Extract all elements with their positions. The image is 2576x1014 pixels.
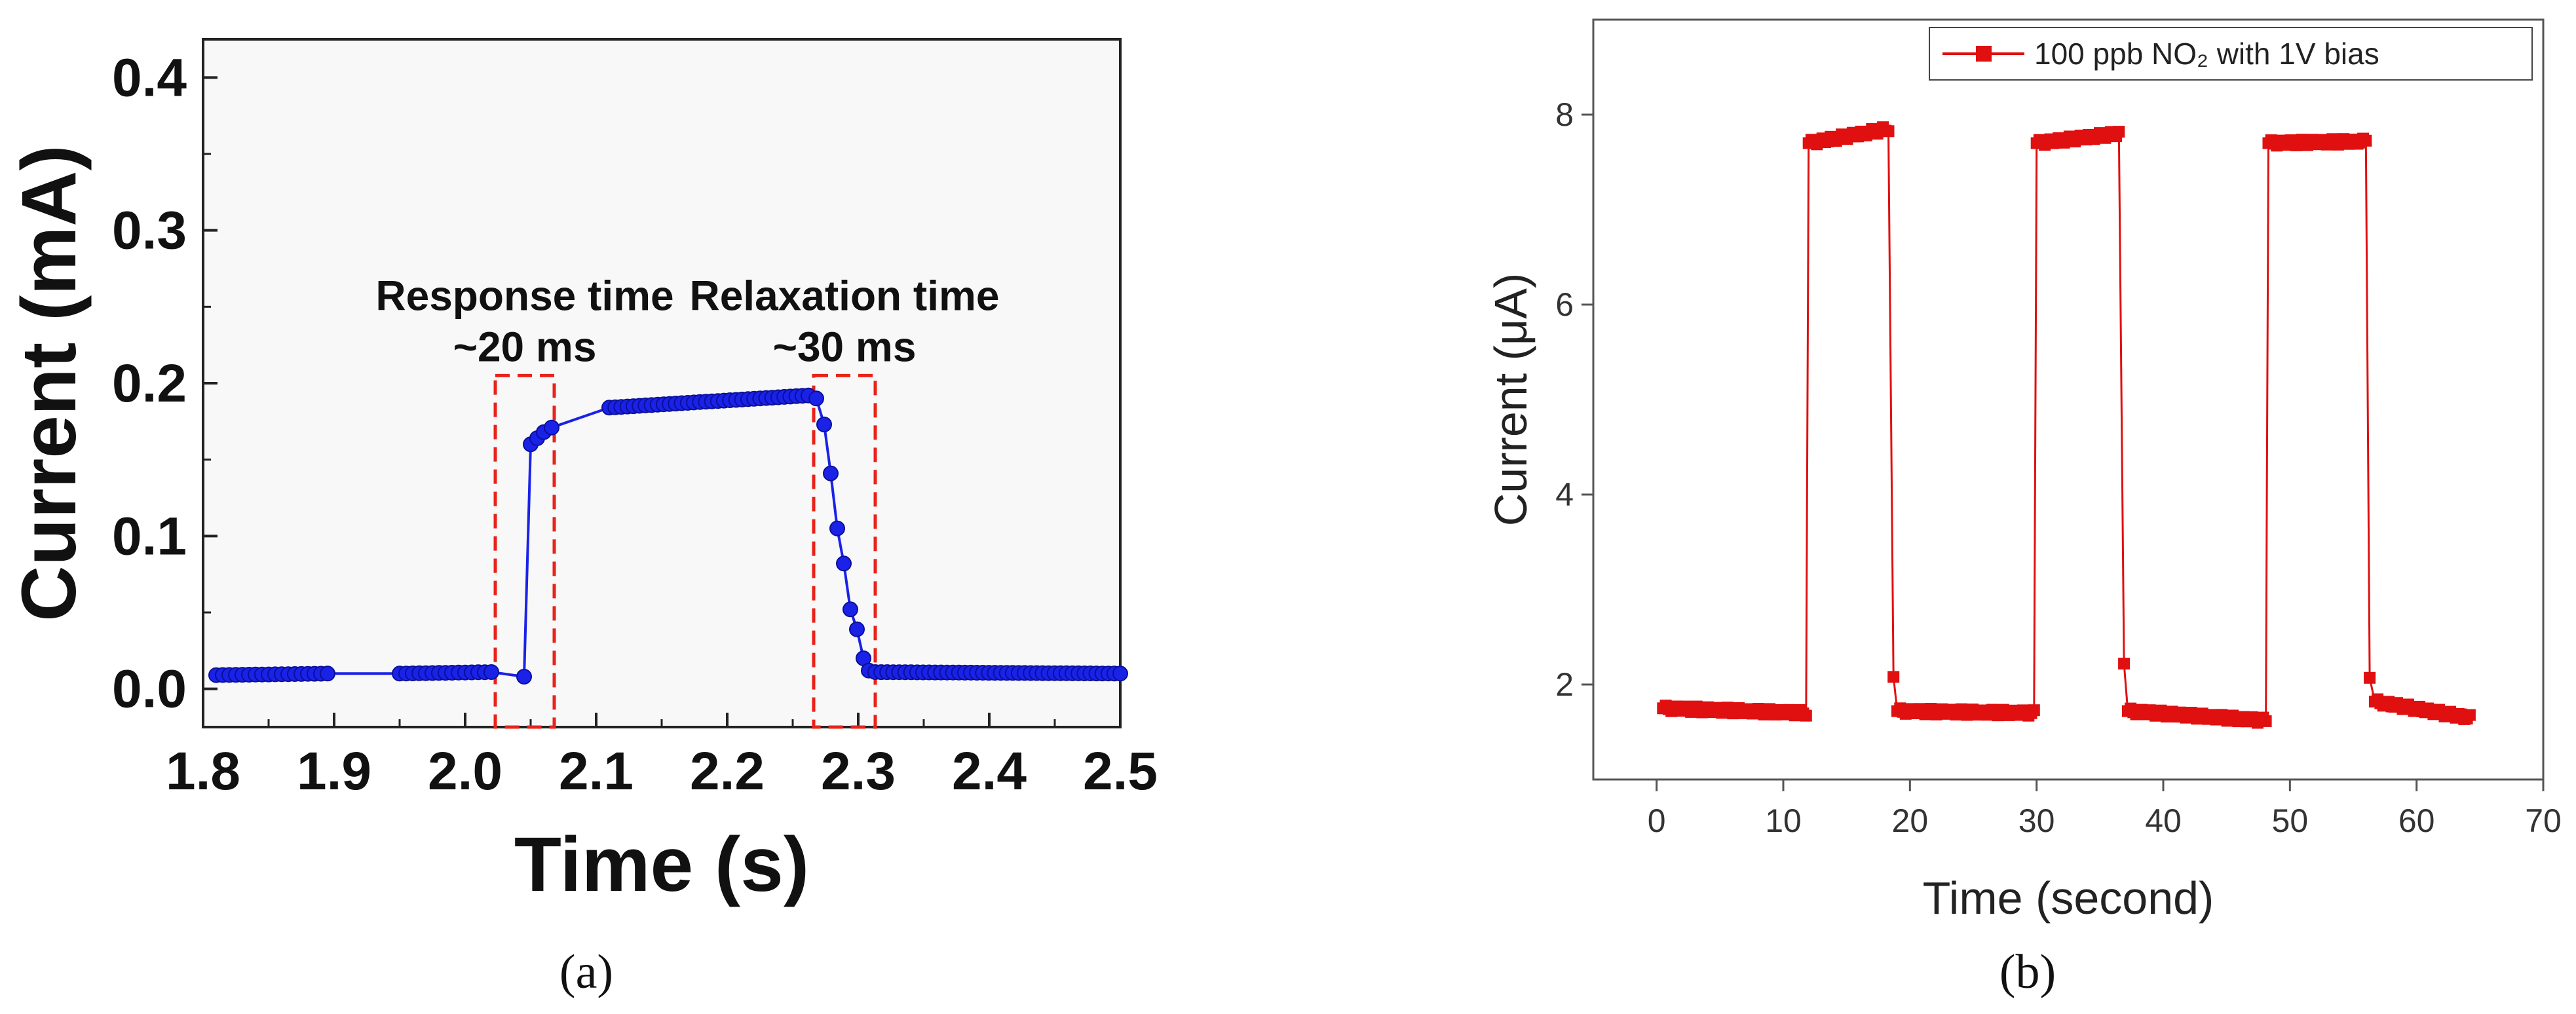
caption-a: (a) xyxy=(559,945,613,999)
data-point xyxy=(2028,704,2040,717)
annotation-value: ~30 ms xyxy=(773,323,917,370)
y-tick-label-b: 8 xyxy=(1555,96,1574,133)
x-tick-label-a: 2.5 xyxy=(1083,742,1158,801)
data-point xyxy=(1882,125,1895,138)
x-tick-label-b: 70 xyxy=(2525,802,2562,839)
y-tick-label-a: 0.3 xyxy=(112,201,187,261)
data-point xyxy=(823,465,839,481)
data-point xyxy=(1800,709,1812,722)
legend-box xyxy=(1929,27,2533,81)
annotation-label: Relaxation time xyxy=(689,272,999,319)
data-point xyxy=(836,555,852,572)
x-tick-label-b: 50 xyxy=(2272,802,2309,839)
y-tick-label-b: 2 xyxy=(1555,666,1574,703)
data-point xyxy=(816,417,832,432)
legend-marker-sample xyxy=(1976,46,1992,62)
chart-b-axes: 0 10 20 30 40 50 60 70 2 4 6 8 xyxy=(1555,96,2562,839)
data-point xyxy=(2113,126,2125,138)
data-point xyxy=(1112,666,1128,682)
plot-area-a xyxy=(202,38,1122,728)
chart-a-axes: 1.8 1.9 2.0 2.1 2.2 2.3 2.4 2.5 0.0 0.1 0.2 0.3 0.4 xyxy=(112,48,1158,801)
x-tick-label-b: 20 xyxy=(1892,802,1929,839)
x-tick-label-b: 30 xyxy=(2018,802,2055,839)
data-point xyxy=(544,419,559,436)
chart-panel-a: 1.8 1.9 2.0 2.1 2.2 2.3 2.4 2.50.00.10.20.30.4 … xyxy=(6,38,1158,999)
x-tick-label-a: 1.8 xyxy=(166,742,240,801)
x-tick-label-b: 60 xyxy=(2398,802,2435,839)
data-point xyxy=(2260,715,2272,727)
x-tick-label-a: 1.9 xyxy=(297,742,371,801)
data-point xyxy=(320,666,335,682)
y-tick-label-a: 0.1 xyxy=(112,506,187,566)
data-point xyxy=(483,664,499,680)
legend-label: 100 ppb NO₂ with 1V bias xyxy=(2034,37,2379,71)
x-tick-label-b: 10 xyxy=(1765,802,1802,839)
x-tick-label-a: 2.3 xyxy=(821,742,896,801)
chart-b-legend: 100 ppb NO₂ with 1V bias xyxy=(1929,27,2533,81)
annotation-value: ~20 ms xyxy=(453,323,597,370)
data-point xyxy=(2463,709,2476,721)
data-point xyxy=(829,520,845,536)
y-tick-label-b: 6 xyxy=(1555,286,1574,323)
chart-b-series xyxy=(1657,121,2476,729)
annotation-box xyxy=(493,373,556,729)
x-tick-label-a: 2.2 xyxy=(690,742,765,801)
annotation-box xyxy=(812,373,877,729)
data-point xyxy=(1887,671,1900,683)
y-tick-label-a: 0.0 xyxy=(112,660,187,719)
chart-panel-b: 0 10 20 30 40 50 60 70 2 4 6 8 100 ppb NO₂ with 1V … xyxy=(1485,18,2562,999)
chart-a-series xyxy=(208,387,1128,685)
y-tick-label-b: 4 xyxy=(1555,476,1574,513)
y-tick-label-a: 0.4 xyxy=(112,48,187,107)
x-tick-label-b: 40 xyxy=(2145,802,2182,839)
annotation-label: Response time xyxy=(375,272,673,319)
chart-a-annotations: Response time~20 ms Relaxation time~30 ms xyxy=(375,272,1000,729)
data-point xyxy=(843,601,858,618)
data-point xyxy=(2364,671,2376,684)
chart-a-ylabel: Current (mA) xyxy=(6,145,92,622)
x-tick-label-b: 0 xyxy=(1648,802,1666,839)
data-point xyxy=(2118,658,2131,670)
chart-b-xlabel: Time (second) xyxy=(1923,873,2214,924)
data-point xyxy=(808,390,824,407)
chart-a-xlabel: Time (s) xyxy=(514,821,809,908)
data-point xyxy=(516,669,532,685)
data-point xyxy=(2360,134,2372,147)
y-tick-label-a: 0.2 xyxy=(112,354,187,413)
caption-b: (b) xyxy=(1999,945,2056,999)
x-tick-label-a: 2.4 xyxy=(952,742,1027,801)
data-point xyxy=(849,621,865,637)
x-tick-label-a: 2.1 xyxy=(559,742,634,801)
chart-b-ylabel: Current (μA) xyxy=(1485,273,1536,527)
x-tick-label-a: 2.0 xyxy=(428,742,502,801)
